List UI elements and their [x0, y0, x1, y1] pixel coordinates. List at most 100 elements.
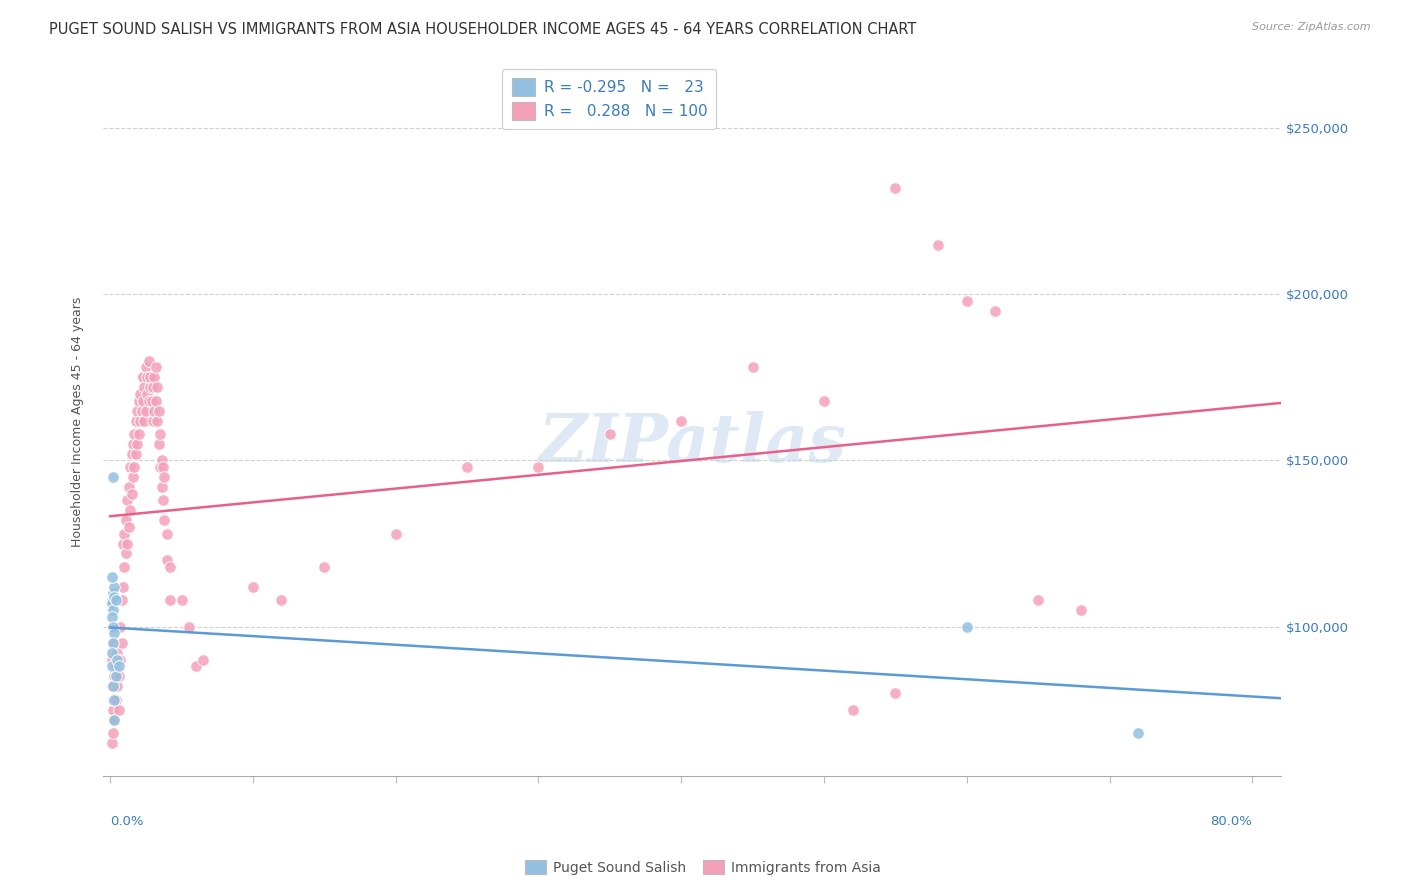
- Point: [114, 547, 136, 561]
- Point: [127, 403, 149, 417]
- Point: [100, 679, 122, 693]
- Point: [242, 580, 264, 594]
- Point: [143, 403, 166, 417]
- Text: Source: ZipAtlas.com: Source: ZipAtlas.com: [1253, 22, 1371, 32]
- Point: [153, 513, 176, 527]
- Point: [134, 414, 156, 428]
- Legend: Puget Sound Salish, Immigrants from Asia: Puget Sound Salish, Immigrants from Asia: [520, 855, 886, 880]
- Point: [184, 659, 207, 673]
- Point: [107, 703, 129, 717]
- Point: [103, 713, 125, 727]
- Point: [132, 370, 155, 384]
- Point: [128, 393, 150, 408]
- Point: [127, 437, 149, 451]
- Point: [145, 360, 167, 375]
- Point: [132, 393, 155, 408]
- Point: [101, 679, 124, 693]
- Point: [134, 380, 156, 394]
- Point: [111, 580, 134, 594]
- Point: [314, 559, 336, 574]
- Point: [669, 414, 692, 428]
- Point: [107, 669, 129, 683]
- Text: ZIPatlas: ZIPatlas: [538, 411, 846, 476]
- Point: [177, 619, 200, 633]
- Point: [114, 513, 136, 527]
- Point: [841, 703, 863, 717]
- Text: PUGET SOUND SALISH VS IMMIGRANTS FROM ASIA HOUSEHOLDER INCOME AGES 45 - 64 YEARS: PUGET SOUND SALISH VS IMMIGRANTS FROM AS…: [49, 22, 917, 37]
- Point: [105, 646, 128, 660]
- Point: [108, 653, 131, 667]
- Point: [139, 380, 162, 394]
- Point: [112, 526, 135, 541]
- Point: [125, 447, 148, 461]
- Point: [191, 653, 214, 667]
- Point: [103, 692, 125, 706]
- Point: [150, 480, 173, 494]
- Point: [118, 480, 141, 494]
- Point: [103, 626, 125, 640]
- Point: [117, 493, 139, 508]
- Point: [100, 653, 122, 667]
- Point: [813, 393, 835, 408]
- Point: [131, 403, 153, 417]
- Point: [170, 593, 193, 607]
- Point: [118, 520, 141, 534]
- Point: [101, 619, 124, 633]
- Point: [110, 593, 132, 607]
- Point: [103, 590, 125, 604]
- Point: [1126, 726, 1149, 740]
- Point: [120, 460, 142, 475]
- Point: [100, 609, 122, 624]
- Point: [125, 414, 148, 428]
- Point: [108, 619, 131, 633]
- Point: [122, 470, 145, 484]
- Point: [984, 304, 1007, 318]
- Point: [100, 646, 122, 660]
- Point: [117, 536, 139, 550]
- Point: [136, 387, 159, 401]
- Point: [927, 237, 949, 252]
- Point: [153, 470, 176, 484]
- Point: [104, 669, 127, 683]
- Point: [135, 360, 157, 375]
- Point: [120, 503, 142, 517]
- Point: [138, 354, 160, 368]
- Point: [136, 370, 159, 384]
- Point: [100, 570, 122, 584]
- Point: [145, 393, 167, 408]
- Point: [111, 536, 134, 550]
- Point: [149, 460, 172, 475]
- Point: [100, 596, 122, 610]
- Point: [884, 686, 907, 700]
- Point: [112, 559, 135, 574]
- Point: [527, 460, 550, 475]
- Y-axis label: Householder Income Ages 45 - 64 years: Householder Income Ages 45 - 64 years: [72, 297, 84, 548]
- Point: [135, 403, 157, 417]
- Legend: R = -0.295   N =   23, R =   0.288   N = 100: R = -0.295 N = 23, R = 0.288 N = 100: [502, 69, 717, 128]
- Point: [956, 293, 979, 308]
- Point: [129, 387, 152, 401]
- Point: [103, 636, 125, 650]
- Point: [1026, 593, 1049, 607]
- Point: [884, 181, 907, 195]
- Point: [141, 393, 163, 408]
- Point: [104, 593, 127, 607]
- Point: [104, 659, 127, 673]
- Point: [101, 703, 124, 717]
- Point: [104, 692, 127, 706]
- Point: [138, 393, 160, 408]
- Point: [105, 679, 128, 693]
- Point: [741, 360, 763, 375]
- Point: [101, 470, 124, 484]
- Point: [100, 736, 122, 750]
- Point: [107, 659, 129, 673]
- Point: [100, 659, 122, 673]
- Point: [456, 460, 478, 475]
- Point: [156, 553, 179, 567]
- Point: [110, 636, 132, 650]
- Point: [1070, 603, 1092, 617]
- Point: [384, 526, 406, 541]
- Point: [105, 653, 128, 667]
- Point: [143, 370, 166, 384]
- Point: [121, 486, 143, 500]
